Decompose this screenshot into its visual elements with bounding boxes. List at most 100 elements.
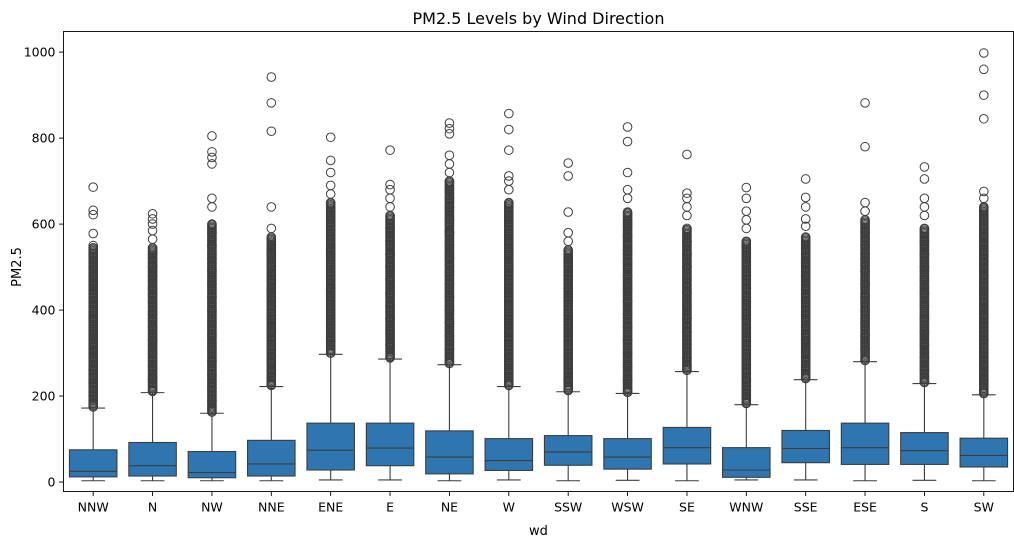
plot-area	[68, 48, 1009, 482]
plot-frame	[63, 31, 1014, 492]
outlier-point	[504, 124, 514, 135]
outlier-point	[622, 122, 633, 132]
box-group-n	[128, 208, 177, 482]
box-group-s	[900, 162, 949, 481]
outlier-point	[266, 72, 277, 82]
y-tick-label: 1000	[24, 45, 56, 60]
outlier-point	[325, 180, 336, 191]
outlier-point	[622, 167, 633, 178]
x-tick-label: E	[386, 500, 394, 515]
box-group-se	[662, 149, 712, 482]
box-group-ese	[840, 98, 890, 482]
outlier-point	[147, 208, 158, 219]
outlier-point	[385, 193, 395, 204]
outlier-point	[563, 171, 573, 181]
outlier-point	[504, 108, 514, 119]
y-axis: 0 200 400 600 800 1000	[24, 45, 64, 490]
x-tick-label: S	[920, 500, 928, 515]
outlier-point	[444, 129, 455, 139]
x-tick-label: NE	[441, 500, 458, 515]
outlier-point	[979, 202, 989, 213]
box-group-ne	[425, 118, 474, 482]
box-group-ssw	[543, 158, 593, 482]
outlier-point	[207, 131, 217, 141]
box-iqr	[68, 449, 118, 478]
x-tick-label: SE	[679, 500, 695, 515]
box-group-wnw	[722, 182, 771, 481]
x-tick-label: SSE	[794, 500, 818, 515]
outlier-point	[88, 243, 98, 253]
outlier-point	[385, 145, 395, 155]
y-tick-label: 600	[32, 217, 56, 232]
outlier-point	[147, 214, 158, 224]
box-iqr	[543, 435, 593, 466]
y-tick-label: 800	[32, 131, 56, 146]
outlier-point	[266, 202, 277, 212]
outlier-point	[266, 126, 277, 137]
outlier-point	[622, 184, 633, 195]
outlier-point	[385, 179, 395, 190]
outlier-point	[919, 210, 930, 221]
outlier-point	[682, 149, 692, 160]
x-tick-label: WNW	[729, 500, 763, 515]
outlier-point	[266, 233, 277, 244]
outlier-point	[860, 98, 870, 108]
box-iqr	[187, 450, 237, 479]
y-tick-label: 400	[32, 303, 56, 318]
outlier-point	[385, 184, 395, 195]
outlier-point	[622, 193, 633, 204]
outlier-point	[979, 90, 989, 100]
outlier-point	[504, 171, 514, 181]
outlier-point	[860, 141, 870, 152]
outlier-point	[504, 176, 514, 186]
outlier-point	[563, 236, 573, 247]
outlier-point	[860, 216, 870, 226]
outlier-point	[385, 202, 395, 212]
outlier-point	[741, 223, 752, 234]
outlier-point	[266, 223, 277, 234]
outlier-point	[207, 152, 217, 163]
box-group-nw	[187, 131, 237, 482]
x-tick-label: NNE	[258, 500, 285, 515]
outlier-point	[563, 246, 573, 256]
x-tick-label: NW	[201, 500, 223, 515]
x-tick-label: SW	[974, 500, 994, 515]
outlier-point	[682, 210, 692, 221]
box-group-sw	[959, 48, 1009, 482]
x-tick-label: ESE	[853, 500, 877, 515]
outlier-point	[444, 176, 455, 187]
outlier-point	[800, 233, 811, 243]
outlier-point	[682, 224, 692, 235]
outlier-point	[207, 193, 217, 204]
outlier-point	[504, 198, 514, 209]
box-group-wsw	[603, 122, 652, 481]
box-group-ene	[306, 132, 355, 481]
outlier-point	[88, 205, 98, 216]
outlier-point	[741, 206, 752, 217]
box-group-w	[484, 108, 534, 481]
y-axis-label: PM2.5	[10, 247, 25, 287]
outlier-point	[919, 162, 930, 172]
outlier-point	[207, 147, 217, 157]
outlier-point	[325, 167, 336, 178]
outlier-point	[741, 182, 752, 193]
outlier-point	[622, 208, 633, 218]
box-iqr	[603, 438, 652, 470]
box-group-nne	[247, 72, 296, 482]
x-tick-label: NNW	[78, 500, 109, 515]
outlier-point	[622, 136, 633, 147]
outlier-point	[800, 202, 811, 212]
box-iqr	[840, 422, 890, 465]
box-iqr	[365, 422, 415, 467]
outlier-point	[147, 225, 158, 236]
x-axis-label: wd	[529, 524, 548, 539]
box-iqr	[662, 426, 712, 465]
outlier-point	[919, 193, 930, 204]
outlier-point	[741, 193, 752, 204]
outlier-point	[147, 243, 158, 253]
box-iqr	[484, 438, 534, 471]
y-tick-label: 0	[48, 475, 56, 490]
outlier-point	[860, 197, 870, 208]
outlier-point	[504, 145, 514, 155]
